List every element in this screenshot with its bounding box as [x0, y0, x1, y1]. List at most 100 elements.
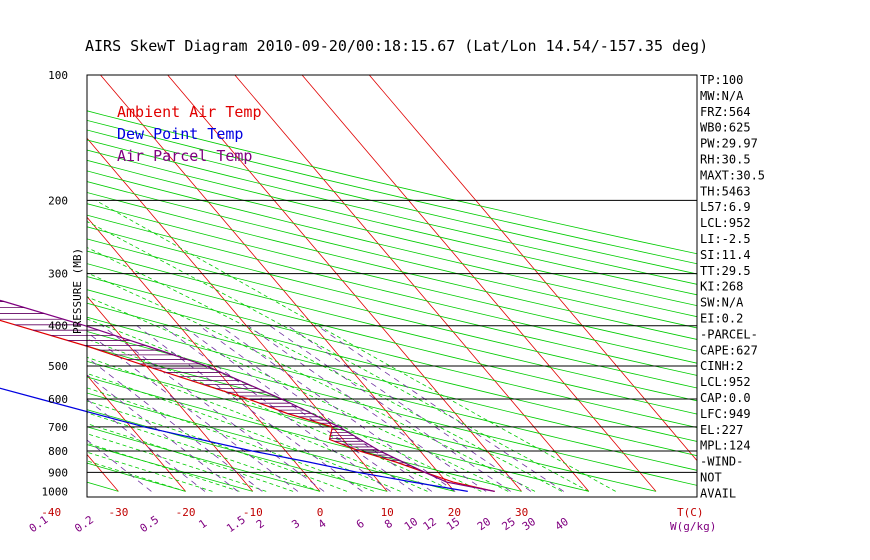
- moist-adiabat-line: [87, 423, 294, 492]
- dry-adiabat-line: [87, 119, 697, 265]
- index-entry: NOT: [700, 471, 722, 485]
- index-entry: RH:30.5: [700, 153, 751, 167]
- pressure-tick-label: 200: [48, 194, 68, 207]
- dry-adiabat-line: [87, 360, 589, 492]
- index-entry: TT:29.5: [700, 264, 751, 278]
- mixing-ratio-line: [247, 325, 487, 492]
- mixing-ratio-line: [136, 325, 363, 492]
- series-layer: [0, 299, 495, 492]
- series-line: [0, 319, 495, 492]
- dry-adiabat-line: [87, 181, 697, 329]
- mixing-ratio-tick-label: 15: [444, 515, 462, 533]
- stability-indices: TP:100 MW:N/A FRZ:564 WB0:625 PW:29.97 RH:30.…: [700, 73, 765, 500]
- mixing-ratio-line: [287, 325, 532, 492]
- mixing-ratio-tick-label: 30: [520, 515, 538, 533]
- moist-adiabat-line: [87, 272, 536, 492]
- legend-entry: Ambient Air Temp: [117, 103, 262, 121]
- dry-adiabat-line: [87, 214, 697, 364]
- mixing-ratio-line: [0, 326, 41, 492]
- legend-entry: Dew Point Temp: [117, 125, 243, 143]
- dry-adiabat-line: [87, 250, 697, 402]
- index-entry: MAXT:30.5: [700, 168, 765, 182]
- mixing-ratio-line: [269, 325, 511, 492]
- mixing-ratio-tick-label: 0.2: [72, 513, 96, 535]
- index-entry: LCL:952: [700, 216, 751, 230]
- mixing-ratio-tick-label: 4: [316, 517, 329, 532]
- mixing-ratio-tick-label: 25: [500, 515, 518, 533]
- dry-adiabat-line: [87, 444, 253, 492]
- mixing-ratio-line: [161, 325, 391, 492]
- mixing-ratio-line: [87, 356, 263, 492]
- index-entry: SI:11.4: [700, 248, 751, 262]
- grid-layer: [0, 75, 697, 492]
- mixing-ratio-tick-label: 12: [421, 515, 439, 533]
- bottom-temp-tick-label: -30: [108, 506, 128, 519]
- bottom-temp-tick-label: 10: [381, 506, 394, 519]
- mixing-ratio-tick-label: 3: [289, 517, 302, 531]
- index-entry: SW:N/A: [700, 296, 744, 310]
- pressure-axis: 100 200 300 400 500 600 700 800 900 1000: [42, 69, 69, 498]
- dry-adiabat-line: [87, 426, 321, 492]
- moist-adiabat-line: [87, 442, 240, 492]
- x-axis-label: T(C): [677, 506, 704, 519]
- pressure-tick-label: 600: [48, 393, 68, 406]
- pressure-tick-label: 800: [48, 445, 68, 458]
- bottom-temp-tick-label: -40: [41, 506, 61, 519]
- dry-adiabat-line: [87, 331, 697, 486]
- pressure-tick-label: 900: [48, 466, 68, 479]
- series-line: [0, 299, 495, 492]
- mixing-ratio-tick-label: 20: [475, 515, 493, 533]
- moist-adiabat-line: [87, 451, 213, 492]
- dry-adiabat-line: [87, 302, 697, 457]
- mixing-ratio-label: W(g/kg): [670, 520, 716, 533]
- legend: Ambient Air Temp Dew Point Temp Air Parcel…: [117, 103, 262, 165]
- mixing-ratio-line: [101, 325, 325, 492]
- mixing-ratio-tick-label: 2: [254, 517, 267, 531]
- isotherm-line: [0, 75, 51, 491]
- dry-adiabat-line: [87, 289, 697, 442]
- index-entry: LI:-2.5: [700, 232, 751, 246]
- mixing-ratio-tick-label: 8: [382, 517, 395, 531]
- index-entry: MPL:124: [700, 439, 751, 453]
- dry-adiabat-line: [87, 263, 697, 415]
- index-entry: -PARCEL-: [700, 327, 758, 341]
- chart-title: AIRS SkewT Diagram 2010-09-20/00:18:15.6…: [85, 37, 708, 55]
- isotherm-line: [87, 216, 321, 492]
- isotherm-line: [167, 75, 522, 492]
- dry-adiabat-line: [87, 139, 697, 285]
- isotherm-line: [100, 75, 455, 492]
- isotherm-line: [234, 75, 590, 492]
- mixing-ratio-line: [316, 325, 565, 492]
- mixing-ratio-line: [198, 325, 433, 492]
- bottom-temp-tick-label: 30: [515, 506, 528, 519]
- pressure-tick-label: 300: [48, 268, 68, 281]
- index-entry: -WIND-: [700, 455, 743, 469]
- moist-adiabat-line: [87, 356, 428, 492]
- index-entry: LCL:952: [700, 375, 751, 389]
- bottom-temp-tick-label: -10: [243, 506, 263, 519]
- mixing-ratio-line: [0, 326, 86, 492]
- mixing-ratio-tick-label: 40: [553, 515, 571, 533]
- mixing-ratio-line: [87, 331, 299, 492]
- pressure-tick-label: 100: [48, 69, 68, 82]
- isotherm-line: [301, 75, 657, 492]
- dry-adiabat-line: [87, 392, 455, 492]
- dry-adiabat-line: [87, 129, 697, 275]
- series-line: [0, 387, 468, 492]
- dry-adiabat-line: [87, 316, 697, 471]
- dry-adiabat-line: [87, 276, 697, 428]
- dry-adiabat-line: [87, 170, 697, 318]
- index-entry: LFC:949: [700, 407, 751, 421]
- index-entry: TH:5463: [700, 184, 751, 198]
- mixing-ratio-tick-label: 10: [402, 515, 420, 533]
- dry-adiabat-line: [87, 110, 697, 255]
- mixing-ratio-tick-label: 0.5: [138, 513, 162, 535]
- dry-adiabat-line: [87, 192, 697, 340]
- pressure-tick-label: 700: [48, 421, 68, 434]
- bottom-temp-tick-label: -20: [176, 506, 196, 519]
- plot-frame: [86, 74, 698, 498]
- index-entry: PW:29.97: [700, 137, 758, 151]
- pressure-tick-label: 400: [48, 320, 68, 333]
